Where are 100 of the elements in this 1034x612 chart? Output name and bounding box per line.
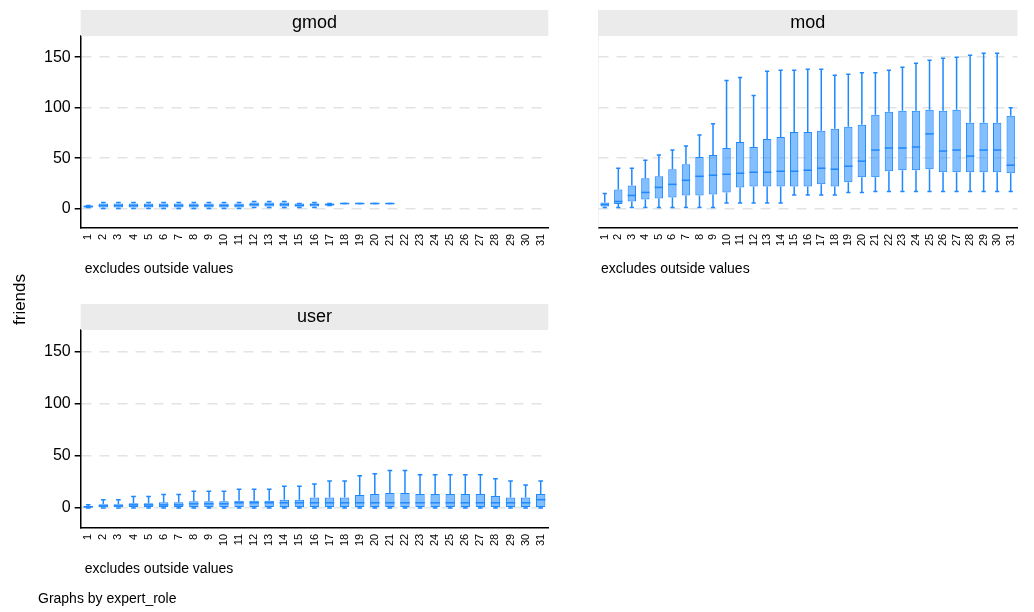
x-tick-label: 31 bbox=[1003, 233, 1016, 247]
chart-title: mod bbox=[790, 11, 826, 32]
x-tick-label: 22 bbox=[881, 233, 894, 247]
x-tick-label: 21 bbox=[868, 233, 881, 247]
x-tick-label: 6 bbox=[156, 233, 169, 240]
chart-title: user bbox=[296, 305, 332, 326]
x-tick-label: 5 bbox=[141, 533, 154, 540]
x-tick-label: 8 bbox=[692, 233, 705, 240]
x-tick-label: 24 bbox=[428, 233, 441, 247]
x-tick-label: 13 bbox=[760, 233, 773, 247]
x-tick-label: 21 bbox=[382, 533, 395, 547]
x-tick-label: 8 bbox=[186, 533, 199, 540]
x-tick-label: 21 bbox=[382, 233, 395, 247]
x-tick-label: 31 bbox=[533, 533, 546, 547]
x-tick-label: 25 bbox=[922, 233, 935, 247]
x-tick-label: 19 bbox=[352, 233, 365, 247]
x-tick-label: 9 bbox=[201, 233, 214, 240]
x-tick-label: 3 bbox=[111, 233, 124, 240]
x-tick-label: 3 bbox=[111, 533, 124, 540]
x-tick-label: 4 bbox=[126, 533, 139, 540]
x-tick-label: 20 bbox=[854, 233, 867, 247]
y-tick-label: 50 bbox=[52, 148, 71, 166]
x-tick-label: 12 bbox=[247, 233, 260, 247]
x-tick-label: 10 bbox=[217, 533, 230, 547]
y-tick-label: 150 bbox=[43, 47, 71, 65]
x-tick-label: 10 bbox=[217, 233, 230, 247]
y-tick-label: 100 bbox=[43, 98, 71, 116]
x-tick-label: 25 bbox=[443, 533, 456, 547]
x-tick-label: 7 bbox=[678, 233, 691, 240]
chart-title: gmod bbox=[291, 11, 337, 32]
x-tick-label: 22 bbox=[397, 233, 410, 247]
x-tick-label: 30 bbox=[990, 233, 1003, 247]
x-tick-label: 9 bbox=[706, 233, 719, 240]
x-tick-label: 23 bbox=[413, 233, 426, 247]
x-tick-label: 1 bbox=[81, 233, 94, 240]
x-tick-label: 22 bbox=[397, 533, 410, 547]
x-tick-label: 20 bbox=[367, 233, 380, 247]
x-tick-label: 3 bbox=[624, 233, 637, 240]
x-tick-label: 30 bbox=[518, 533, 531, 547]
x-tick-label: 15 bbox=[292, 233, 305, 247]
x-tick-label: 26 bbox=[458, 233, 471, 247]
x-tick-label: 19 bbox=[352, 533, 365, 547]
x-tick-label: 24 bbox=[909, 233, 922, 247]
x-tick-label: 18 bbox=[337, 233, 350, 247]
x-tick-label: 29 bbox=[503, 233, 516, 247]
y-tick-label: 100 bbox=[43, 394, 71, 412]
x-tick-label: 27 bbox=[949, 233, 962, 247]
x-tick-label: 25 bbox=[443, 233, 456, 247]
x-tick-label: 2 bbox=[96, 533, 109, 540]
x-tick-label: 14 bbox=[277, 533, 290, 547]
x-tick-label: 12 bbox=[746, 233, 759, 247]
x-tick-label: 7 bbox=[171, 233, 184, 240]
x-tick-label: 16 bbox=[307, 533, 320, 547]
x-tick-label: 14 bbox=[277, 233, 290, 247]
x-tick-label: 16 bbox=[800, 233, 813, 247]
x-tick-label: 17 bbox=[814, 233, 827, 247]
x-tick-label: 16 bbox=[307, 233, 320, 247]
x-tick-label: 28 bbox=[488, 233, 501, 247]
x-tick-label: 23 bbox=[895, 233, 908, 247]
x-tick-label: 29 bbox=[503, 533, 516, 547]
y-tick-label: 50 bbox=[52, 446, 71, 464]
x-tick-label: 28 bbox=[963, 233, 976, 247]
text: excludes outside values bbox=[601, 259, 750, 276]
x-tick-label: 18 bbox=[827, 233, 840, 247]
x-tick-label: 14 bbox=[773, 233, 786, 247]
x-tick-label: 5 bbox=[141, 233, 154, 240]
x-tick-label: 13 bbox=[262, 533, 275, 547]
y-tick-label: 0 bbox=[61, 498, 71, 516]
text: excludes outside values bbox=[84, 559, 234, 576]
x-tick-label: 10 bbox=[719, 233, 732, 247]
x-tick-label: 19 bbox=[841, 233, 854, 247]
x-tick-label: 15 bbox=[787, 233, 800, 247]
x-tick-label: 15 bbox=[292, 533, 305, 547]
text: excludes outside values bbox=[84, 259, 234, 276]
x-tick-label: 23 bbox=[413, 533, 426, 547]
x-tick-label: 2 bbox=[96, 233, 109, 240]
x-tick-label: 9 bbox=[201, 533, 214, 540]
y-axis-title: friends bbox=[9, 273, 30, 325]
x-tick-label: 11 bbox=[232, 533, 245, 546]
x-tick-label: 5 bbox=[651, 233, 664, 240]
y-tick-label: 150 bbox=[43, 342, 71, 360]
x-tick-label: 2 bbox=[611, 233, 624, 240]
x-tick-label: 6 bbox=[665, 233, 678, 240]
x-tick-label: 7 bbox=[171, 533, 184, 540]
x-tick-label: 11 bbox=[733, 233, 746, 246]
x-tick-label: 27 bbox=[473, 533, 486, 547]
y-tick-label: 0 bbox=[61, 198, 71, 216]
x-tick-label: 8 bbox=[186, 233, 199, 240]
x-tick-label: 17 bbox=[322, 533, 335, 547]
x-tick-label: 27 bbox=[473, 233, 486, 247]
x-tick-label: 20 bbox=[367, 533, 380, 547]
x-tick-label: 4 bbox=[638, 233, 651, 240]
x-tick-label: 29 bbox=[976, 233, 989, 247]
text: Graphs by expert_role bbox=[38, 590, 177, 606]
x-tick-label: 17 bbox=[322, 233, 335, 247]
x-tick-label: 11 bbox=[232, 233, 245, 246]
x-tick-label: 24 bbox=[428, 533, 441, 547]
x-tick-label: 1 bbox=[81, 533, 94, 540]
x-tick-label: 26 bbox=[458, 533, 471, 547]
x-tick-label: 1 bbox=[597, 233, 610, 240]
